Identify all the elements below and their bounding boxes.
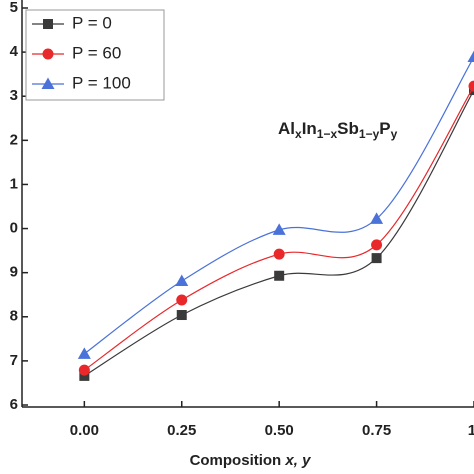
x-tick-label: 1. bbox=[468, 422, 474, 439]
annotation-part: In bbox=[302, 119, 317, 138]
annotation-part: Sb bbox=[337, 119, 359, 138]
annotation-part: P bbox=[379, 119, 390, 138]
marker bbox=[78, 364, 90, 376]
marker bbox=[370, 212, 384, 224]
y-tick-label: 4 bbox=[10, 43, 19, 60]
x-tick-label: 0.50 bbox=[265, 422, 294, 439]
y-tick-label: 2 bbox=[10, 131, 18, 148]
marker bbox=[273, 248, 285, 260]
x-tick-label: 0.75 bbox=[362, 422, 391, 439]
marker bbox=[176, 310, 187, 321]
x-axis-label: Composition x, y bbox=[190, 452, 312, 469]
legend-label: P = 100 bbox=[72, 73, 131, 92]
y-tick-label: 9 bbox=[10, 264, 18, 281]
x-label-part: Composition bbox=[190, 452, 286, 469]
marker bbox=[468, 80, 474, 92]
annotation-part: Al bbox=[278, 119, 295, 138]
x-label-part: x, y bbox=[284, 452, 311, 469]
y-tick-label: 7 bbox=[10, 352, 18, 369]
marker bbox=[175, 274, 189, 287]
marker bbox=[274, 270, 285, 281]
marker bbox=[371, 239, 383, 251]
marker bbox=[176, 294, 188, 306]
series-line bbox=[84, 89, 474, 377]
marker bbox=[41, 77, 55, 89]
x-tick-label: 0.00 bbox=[70, 422, 99, 439]
x-tick-label: 0.25 bbox=[167, 422, 196, 439]
annotation-part: 1−x bbox=[317, 127, 338, 141]
legend-label: P = 60 bbox=[72, 43, 121, 62]
y-tick-label: 1 bbox=[10, 175, 18, 192]
annotation-part: y bbox=[391, 127, 398, 141]
marker bbox=[43, 19, 53, 29]
annotation-part: x bbox=[295, 127, 302, 141]
y-tick-label: 5 bbox=[10, 0, 18, 16]
marker bbox=[42, 48, 54, 60]
y-tick-label: 8 bbox=[10, 308, 18, 325]
series-line bbox=[83, 56, 474, 355]
y-tick-label: 3 bbox=[10, 87, 18, 104]
y-tick-label: 0 bbox=[10, 220, 18, 237]
marker bbox=[272, 223, 286, 235]
marker bbox=[77, 347, 91, 359]
y-tick-label: 6 bbox=[10, 396, 18, 413]
annotation: AlxIn1−xSb1−yPy bbox=[278, 119, 398, 141]
marker bbox=[467, 50, 474, 62]
legend-label: P = 0 bbox=[72, 13, 112, 32]
marker bbox=[79, 370, 90, 381]
marker bbox=[371, 253, 382, 264]
annotation-part: 1−y bbox=[359, 127, 380, 141]
